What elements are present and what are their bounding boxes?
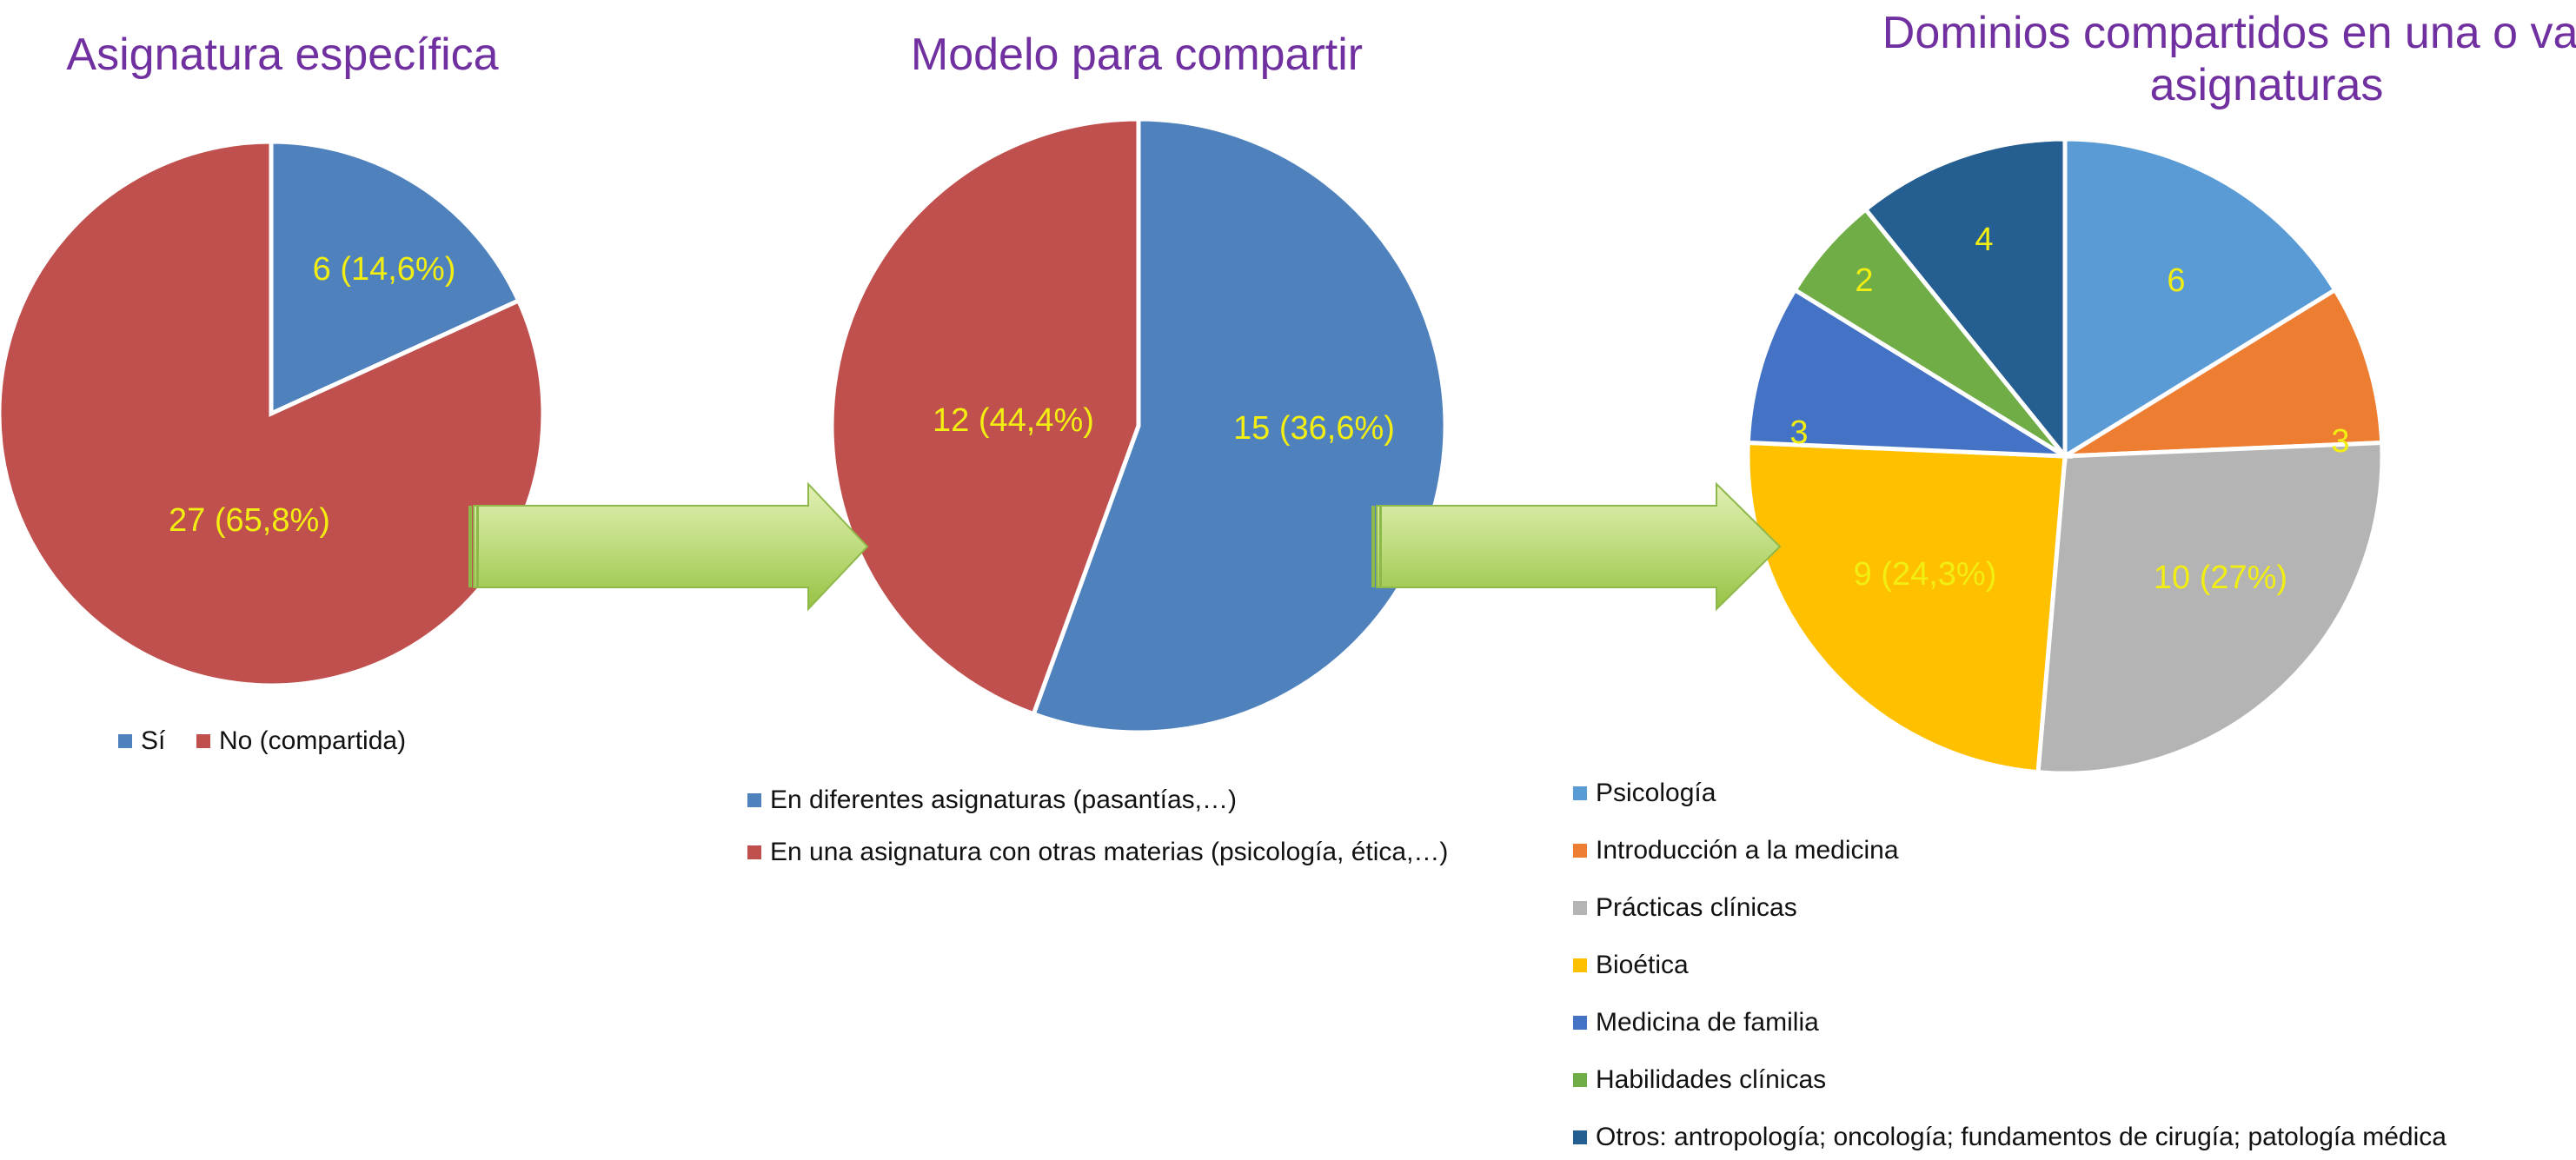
data-label: 3	[2331, 423, 2349, 460]
chart3-title-line2: asignaturas	[2150, 60, 2384, 110]
pie-slice	[1862, 136, 2068, 463]
legend-swatch	[196, 734, 210, 748]
legend-swatch	[1573, 1073, 1587, 1087]
data-label: 6	[2167, 262, 2185, 299]
legend-label: No (compartida)	[219, 726, 406, 755]
legend-label: Otros: antropología; oncología; fundamen…	[1596, 1123, 2447, 1151]
chart2-title: Modelo para compartir	[911, 30, 1363, 80]
legend-swatch	[1573, 901, 1587, 915]
chart3-title-line1: Dominios compartidos en una o varias	[1882, 8, 2576, 58]
legend-swatch	[747, 845, 761, 859]
pie-slice	[1745, 287, 2074, 459]
pie-slice	[829, 116, 1141, 717]
data-labels: 6 (14,6%) 27 (65,8%) 15 (36,6%) 12 (44,4%) 6…	[169, 222, 2350, 596]
legend-swatch	[1573, 1016, 1587, 1030]
data-label: 3	[1789, 414, 1808, 451]
data-label: 6 (14,6%)	[313, 251, 456, 288]
pie-slice	[1745, 440, 2068, 775]
legend-swatch	[1573, 1130, 1587, 1144]
legend-swatch	[1573, 958, 1587, 972]
pie-slice	[2056, 287, 2385, 459]
legend-label: Bioética	[1596, 951, 1689, 979]
legend-label: Sí	[141, 726, 166, 755]
legend-label: En una asignatura con otras materias (ps…	[770, 838, 1448, 866]
pie-slice	[2035, 440, 2385, 776]
legend-swatch	[747, 793, 761, 807]
data-label: 15 (36,6%)	[1233, 410, 1395, 447]
pie-slice	[2062, 136, 2339, 461]
data-label: 4	[1975, 222, 1993, 258]
legend-swatch	[118, 734, 132, 748]
legends: Sí No (compartida) En diferentes asignatur…	[118, 726, 2447, 1151]
pie-slice	[1031, 116, 1448, 735]
legend-label: En diferentes asignaturas (pasantías,…)	[770, 785, 1237, 814]
pie-modelo-compartir	[829, 116, 1448, 735]
data-label: 12 (44,4%)	[933, 402, 1094, 439]
data-label: 10 (27%)	[2154, 560, 2287, 596]
data-label: 27 (65,8%)	[169, 502, 330, 539]
pie-asignatura-especifica	[0, 139, 546, 688]
legend-label: Psicología	[1596, 779, 1716, 807]
legend-swatch	[1573, 844, 1587, 858]
arrow-2	[1371, 481, 1782, 612]
data-label: 2	[1855, 262, 1873, 299]
pie-dominios-compartidos	[1745, 136, 2385, 776]
data-label: 9 (24,3%)	[1854, 556, 1997, 593]
legend-swatch	[1573, 786, 1587, 800]
legend-label: Medicina de familia	[1596, 1008, 1819, 1037]
legend-label: Prácticas clínicas	[1596, 893, 1797, 922]
legend-label: Habilidades clínicas	[1596, 1065, 1826, 1094]
arrow-1	[468, 481, 869, 612]
legend-label: Introducción a la medicina	[1596, 836, 1899, 865]
chart1-title: Asignatura específica	[66, 30, 498, 80]
pie-slice	[269, 139, 522, 417]
